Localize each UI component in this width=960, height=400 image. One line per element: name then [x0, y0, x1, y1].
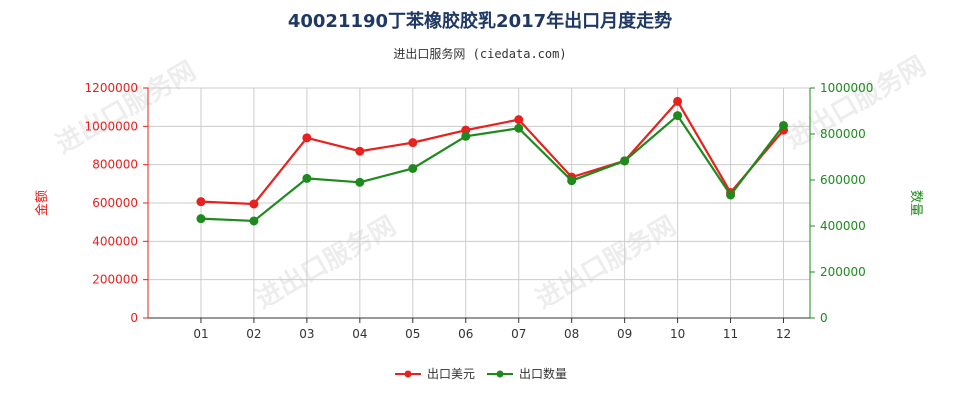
legend: 出口美元 出口数量: [395, 366, 567, 381]
x-tick-label: 03: [299, 327, 314, 341]
data-point: [302, 173, 312, 183]
y-axis-right-label: 数量: [908, 190, 923, 216]
data-point: [514, 123, 524, 133]
data-point: [620, 156, 630, 166]
series-line-1: [200, 99, 785, 206]
legend-marker: [404, 370, 412, 378]
y-axis-left-label: 金额: [34, 190, 50, 216]
watermark-text: 进出口服务网: [251, 211, 401, 315]
data-point: [673, 111, 683, 121]
data-point: [779, 120, 789, 130]
legend-label: 出口数量: [519, 366, 567, 381]
data-point: [355, 177, 365, 187]
x-tick-label: 05: [405, 327, 420, 341]
y-left-tick-label: 400000: [92, 234, 138, 248]
x-tick-label: 02: [246, 327, 261, 341]
series-layer: [196, 96, 789, 226]
y-right-tick-label: 1000000: [820, 81, 873, 95]
y-left-tick-label: 600000: [92, 196, 138, 210]
chart-subtitle: 进出口服务网 (ciedata.com): [393, 46, 566, 61]
y-left-tick-label: 0: [130, 311, 138, 325]
data-point: [726, 190, 736, 200]
data-point: [355, 146, 365, 156]
data-point: [567, 176, 577, 186]
data-point: [249, 199, 259, 209]
x-tick-label: 01: [193, 327, 208, 341]
x-tick-label: 11: [723, 327, 738, 341]
data-point: [673, 96, 683, 106]
data-point: [196, 197, 206, 207]
y-left-tick-label: 1200000: [85, 81, 138, 95]
y-right-tick-label: 0: [820, 311, 828, 325]
y-right-tick-label: 600000: [820, 173, 866, 187]
y-left-tick-label: 200000: [92, 273, 138, 287]
y-right-tick-label: 800000: [820, 127, 866, 141]
legend-label: 出口美元: [427, 367, 475, 381]
data-point: [196, 214, 206, 224]
x-tick-label: 08: [564, 327, 579, 341]
x-tick-label: 12: [776, 327, 791, 341]
legend-marker: [496, 370, 504, 378]
y-right-tick-label: 200000: [820, 265, 866, 279]
data-point: [461, 131, 471, 141]
y-left-tick-label: 800000: [92, 158, 138, 172]
watermark-text: 进出口服务网: [51, 56, 201, 160]
chart-title: 40021190丁苯橡胶胶乳2017年出口月度走势: [288, 10, 672, 32]
data-point: [249, 216, 259, 226]
series-line-2: [200, 113, 785, 223]
data-point: [514, 115, 524, 125]
x-tick-label: 07: [511, 327, 526, 341]
x-tick-label: 10: [670, 327, 685, 341]
y-left-tick-label: 1000000: [85, 119, 138, 133]
x-tick-label: 06: [458, 327, 473, 341]
data-point: [408, 164, 418, 173]
data-point: [302, 133, 312, 143]
watermark-text: 进出口服务网: [531, 211, 681, 315]
y-right-tick-label: 400000: [820, 219, 866, 233]
x-tick-label: 09: [617, 327, 632, 341]
x-tick-label: 04: [352, 327, 367, 341]
data-point: [408, 138, 418, 148]
axes: 0 200000 400000 600000 800000 1000000 1200000 0…: [85, 81, 874, 341]
